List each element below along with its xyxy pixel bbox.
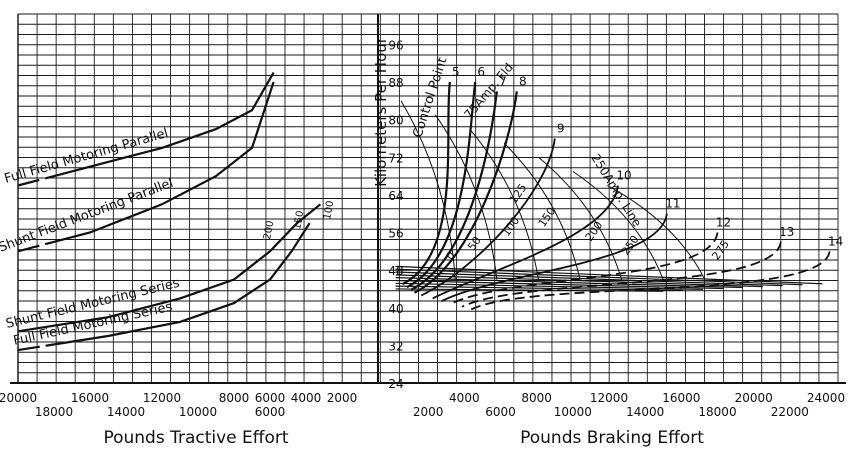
right-x-tick-label: 14000: [626, 405, 664, 419]
control-point-label: 9: [557, 121, 565, 135]
control-point-curve: [414, 91, 518, 294]
y-tick-label: 40: [388, 302, 403, 316]
left-x-tick-label: 2000: [327, 391, 358, 405]
left-x-tick-label: 20000: [0, 391, 37, 405]
right-x-tick-label: 10000: [554, 405, 592, 419]
left-current-label: 150: [292, 210, 306, 231]
y-tick-label: 64: [388, 189, 403, 203]
left-x-tick-label: 12000: [143, 391, 181, 405]
control-point-curve: [406, 81, 477, 289]
low-speed-line: [395, 279, 723, 290]
y-tick-label: 96: [388, 38, 403, 52]
control-point-curve: [441, 213, 668, 303]
current-curve: [400, 100, 456, 280]
current-curve: [606, 185, 706, 280]
right-x-tick-label: 22000: [771, 405, 809, 419]
right-x-tick-label: 18000: [698, 405, 736, 419]
control-point-curve: [461, 241, 782, 308]
control-point-curve: [410, 91, 498, 291]
control-point-label: 14: [828, 234, 843, 248]
right-x-tick-label: 24000: [807, 391, 845, 405]
right-x-tick-label: 6000: [485, 405, 516, 419]
low-speed-line: [395, 265, 823, 285]
control-point-curve: [450, 232, 719, 305]
right-x-tick-label: 2000: [413, 405, 444, 419]
left-x-tick-label: 10000: [179, 405, 217, 419]
control-point-curve: [470, 251, 831, 311]
low-speed-line: [395, 288, 664, 292]
left-series-line: [17, 81, 275, 253]
y-tick-label: 24: [388, 377, 403, 391]
left-series-line: [17, 203, 322, 333]
y-tick-label: 56: [388, 227, 403, 241]
current-curve: [572, 170, 664, 280]
left-x-tick-label: 6000: [255, 405, 286, 419]
control-point-label: 12: [716, 216, 731, 230]
low-speed-line: [395, 271, 783, 287]
right-current-label: 100: [500, 214, 523, 239]
left-x-tick-label: 18000: [35, 405, 73, 419]
right-x-axis-label: Pounds Braking Effort: [520, 428, 704, 448]
right-x-tick-label: 8000: [521, 391, 552, 405]
chart-curves: [17, 72, 831, 352]
control-point-curve: [420, 138, 556, 297]
current-curve: [538, 156, 623, 280]
control-point-curve: [401, 81, 451, 286]
left-x-tick-label: 4000: [291, 391, 322, 405]
left-x-tick-label: 16000: [71, 391, 109, 405]
left-series-label: Shunt Field Motoring Parallel: [0, 176, 175, 256]
left-x-axis-label: Pounds Tractive Effort: [103, 428, 288, 448]
current-curve: [434, 114, 498, 280]
right-x-tick-label: 4000: [449, 391, 480, 405]
low-speed-line: [395, 274, 763, 288]
left-current-label: 100: [322, 200, 336, 221]
control-point-label: 5: [452, 65, 460, 79]
right-x-tick-label: 20000: [735, 391, 773, 405]
control-point-label: 6: [477, 65, 485, 79]
low-speed-line: [395, 277, 743, 289]
left-series-line: [17, 72, 275, 187]
right-current-label: 250: [619, 233, 642, 258]
control-point-label: 7: [499, 74, 507, 88]
field-current-label: 75Amp. Fld.: [461, 57, 518, 121]
right-x-tick-label: 16000: [662, 391, 700, 405]
low-speed-line: [395, 268, 803, 286]
y-tick-label: 88: [388, 76, 403, 90]
control-point-label: 11: [665, 197, 680, 211]
left-series-line: [17, 222, 311, 352]
left-x-tick-label: 6000: [255, 391, 286, 405]
low-speed-line: [395, 285, 684, 291]
control-point-label: 8: [519, 74, 527, 88]
current-curve: [469, 128, 539, 280]
left-x-tick-label: 8000: [219, 391, 250, 405]
left-current-label: 200: [262, 220, 276, 241]
y-axis-label: Kilometers Per Hour: [372, 36, 390, 187]
control-point-label: 10: [616, 168, 631, 182]
y-tick-label: 32: [388, 339, 403, 353]
y-tick-label: 72: [388, 151, 403, 165]
control-point-label: 13: [779, 225, 794, 239]
low-speed-line: [395, 282, 704, 291]
current-curve: [503, 142, 581, 280]
right-x-tick-label: 12000: [590, 391, 628, 405]
y-tick-label: 80: [388, 114, 403, 128]
left-x-tick-label: 14000: [107, 405, 145, 419]
